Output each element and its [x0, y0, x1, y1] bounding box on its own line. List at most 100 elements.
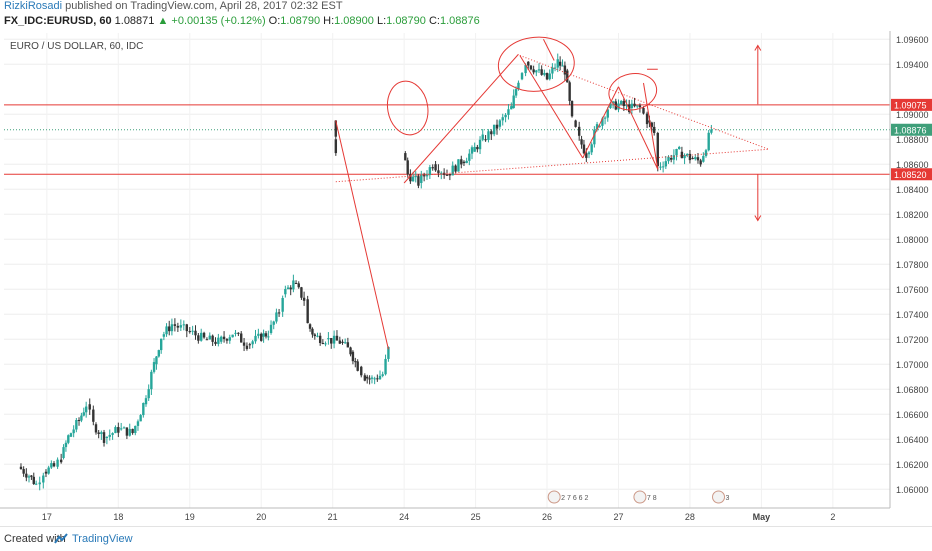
- published-text: published on TradingView.com, April 28, …: [65, 0, 343, 12]
- candle-body: [69, 433, 73, 437]
- drawing-line: [519, 55, 769, 150]
- candle-body: [311, 328, 314, 335]
- candle-body: [574, 120, 577, 127]
- candle-body: [363, 375, 367, 381]
- footer: Created with TradingView: [0, 526, 932, 551]
- candle-body: [659, 166, 662, 168]
- event-badges: 2 7 6 6 2 7 8 3: [547, 490, 730, 504]
- x-tick-label: 27: [613, 512, 623, 522]
- candle-body: [338, 340, 342, 344]
- candle-body: [346, 342, 350, 348]
- price-tag-label: 1.08876: [894, 125, 927, 135]
- event-badge-label: 2 7 6 6 2: [561, 495, 588, 502]
- event-badge-label: 3: [726, 495, 730, 502]
- candle-body: [529, 65, 533, 70]
- candle-body: [56, 459, 59, 467]
- candle-body: [664, 161, 668, 167]
- close-value: 1.08876: [439, 15, 480, 27]
- price-chart[interactable]: 2 7 6 6 2 7 8 3 17 18 19 20 21 24 25 26 27 28 May 2 1…: [0, 31, 932, 526]
- candle-body: [351, 351, 355, 362]
- y-tick-label: 1.09400: [896, 60, 929, 70]
- candle-body: [202, 332, 206, 338]
- candle-body: [225, 339, 229, 341]
- change-up-icon: ▲: [157, 15, 169, 27]
- candle-body: [376, 378, 379, 380]
- candle-body: [168, 326, 171, 332]
- y-tick-label: 1.06800: [896, 385, 929, 395]
- y-tick-label: 1.07600: [896, 285, 929, 295]
- candle-body: [556, 59, 559, 68]
- tradingview-brand[interactable]: TradingView: [72, 533, 133, 545]
- candle-body: [84, 406, 88, 413]
- candle-body: [267, 336, 270, 338]
- candle-body: [561, 65, 564, 67]
- candle-body: [300, 287, 303, 298]
- created-with-text: Created with: [4, 533, 66, 545]
- candle-body: [159, 338, 163, 351]
- candle-body: [609, 103, 612, 108]
- candle-body: [262, 333, 265, 337]
- candle-body: [414, 176, 417, 178]
- candle-body: [370, 377, 374, 379]
- y-tick-label: 1.08800: [896, 135, 929, 145]
- candle-body: [297, 283, 300, 288]
- candle-body: [653, 126, 656, 133]
- candle-body: [349, 347, 352, 355]
- change-value: +0.00135 (+0.12%): [171, 15, 266, 27]
- candle-body: [686, 153, 689, 156]
- candle-body: [366, 376, 369, 379]
- candle-body: [636, 105, 639, 107]
- grid: [4, 33, 890, 508]
- candle-body: [606, 109, 609, 118]
- x-tick-label: 28: [685, 512, 695, 522]
- candle-body: [25, 473, 28, 478]
- candle-body: [683, 155, 686, 159]
- x-tick-label: 25: [471, 512, 481, 522]
- candle-body: [507, 109, 510, 115]
- y-tick-label: 1.08600: [896, 160, 929, 170]
- chart-area[interactable]: 2 7 6 6 2 7 8 3 17 18 19 20 21 24 25 26 27 28 May 2 1…: [0, 31, 932, 526]
- candle-body: [582, 144, 586, 154]
- drawing-line: [335, 148, 769, 183]
- candle-body: [152, 362, 156, 372]
- candle-body: [30, 475, 33, 477]
- author-link[interactable]: RizkiRosadi: [4, 0, 63, 12]
- candle-body: [182, 324, 186, 326]
- y-tick-label: 1.06600: [896, 410, 929, 420]
- symbol-label: FX_IDC:EURUSD, 60: [4, 15, 112, 27]
- candle-body: [360, 366, 363, 376]
- candle-body: [237, 332, 240, 334]
- drawing-circle: [608, 73, 658, 111]
- candle-body: [211, 335, 214, 342]
- publish-info: RizkiRosadi published on TradingView.com…: [4, 0, 343, 12]
- candle-body: [234, 332, 237, 334]
- x-tick-label: 20: [256, 512, 266, 522]
- candle-body: [330, 338, 333, 344]
- candle-body: [75, 420, 78, 430]
- candle-body: [316, 335, 319, 337]
- candle-body: [603, 117, 607, 119]
- candle-body: [381, 374, 384, 376]
- candle-body: [468, 153, 471, 161]
- candle-body: [699, 160, 702, 165]
- x-axis: 17 18 19 20 21 24 25 26 27 28 May 2: [0, 507, 890, 522]
- candle-body: [566, 70, 569, 83]
- candle-body: [354, 361, 357, 363]
- arrow-down-icon: [754, 215, 762, 222]
- candle-body: [691, 158, 694, 160]
- candle-body: [462, 161, 466, 164]
- price-tag-label: 1.08520: [894, 170, 927, 180]
- candle-body: [440, 172, 443, 174]
- candle-body: [638, 105, 642, 108]
- candle-body: [672, 155, 676, 160]
- candle-body: [194, 330, 197, 336]
- candle-body: [245, 345, 249, 349]
- candle-body: [80, 415, 83, 421]
- drawing-line: [543, 39, 555, 61]
- candle-body: [387, 346, 390, 359]
- candle-body: [688, 153, 692, 161]
- x-tick-label: May: [753, 512, 771, 522]
- y-tick-label: 1.07400: [896, 310, 929, 320]
- candle-body: [667, 156, 670, 162]
- candle-body: [343, 342, 347, 344]
